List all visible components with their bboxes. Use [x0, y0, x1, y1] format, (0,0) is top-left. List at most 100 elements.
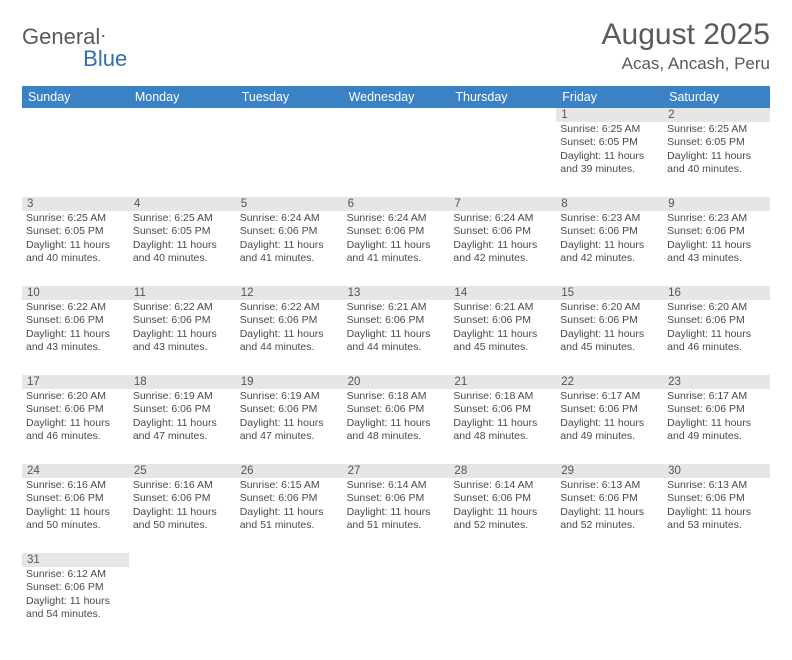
daylight-text: Daylight: 11 hours and 51 minutes.: [347, 506, 446, 533]
day-number: [663, 553, 770, 567]
day-number: 21: [449, 375, 556, 389]
logo-text-2: Blue: [83, 46, 127, 72]
calendar-cell: Sunrise: 6:14 AMSunset: 6:06 PMDaylight:…: [343, 478, 450, 553]
day-number: [449, 108, 556, 122]
daylight-text: Daylight: 11 hours and 40 minutes.: [667, 150, 766, 177]
day-number: 3: [22, 197, 129, 211]
day-header-cell: Friday: [556, 86, 663, 108]
calendar-week: Sunrise: 6:22 AMSunset: 6:06 PMDaylight:…: [22, 300, 770, 375]
day-number: 20: [343, 375, 450, 389]
daylight-text: Daylight: 11 hours and 42 minutes.: [560, 239, 659, 266]
day-number: [129, 108, 236, 122]
day-number: 1: [556, 108, 663, 122]
day-header-cell: Monday: [129, 86, 236, 108]
sunrise-text: Sunrise: 6:18 AM: [453, 390, 552, 403]
day-number: [343, 108, 450, 122]
sunrise-text: Sunrise: 6:12 AM: [26, 568, 125, 581]
sunset-text: Sunset: 6:06 PM: [133, 403, 232, 416]
day-number: 4: [129, 197, 236, 211]
daynum-row: 24252627282930: [22, 464, 770, 478]
daylight-text: Daylight: 11 hours and 43 minutes.: [26, 328, 125, 355]
daylight-text: Daylight: 11 hours and 49 minutes.: [667, 417, 766, 444]
location-text: Acas, Ancash, Peru: [602, 54, 770, 74]
sunrise-text: Sunrise: 6:21 AM: [453, 301, 552, 314]
sunset-text: Sunset: 6:06 PM: [133, 492, 232, 505]
daylight-text: Daylight: 11 hours and 51 minutes.: [240, 506, 339, 533]
calendar-cell-empty: [343, 567, 450, 642]
calendar-cell: Sunrise: 6:16 AMSunset: 6:06 PMDaylight:…: [22, 478, 129, 553]
sunrise-text: Sunrise: 6:23 AM: [560, 212, 659, 225]
day-header-cell: Wednesday: [343, 86, 450, 108]
daylight-text: Daylight: 11 hours and 49 minutes.: [560, 417, 659, 444]
calendar-cell: Sunrise: 6:25 AMSunset: 6:05 PMDaylight:…: [663, 122, 770, 197]
day-number: 14: [449, 286, 556, 300]
sunset-text: Sunset: 6:06 PM: [240, 403, 339, 416]
calendar-cell: Sunrise: 6:13 AMSunset: 6:06 PMDaylight:…: [663, 478, 770, 553]
page-header: General GenerBlue August 2025 Acas, Anca…: [22, 18, 770, 74]
day-number: [449, 553, 556, 567]
daylight-text: Daylight: 11 hours and 41 minutes.: [347, 239, 446, 266]
calendar-cell: Sunrise: 6:24 AMSunset: 6:06 PMDaylight:…: [449, 211, 556, 286]
sunset-text: Sunset: 6:06 PM: [240, 314, 339, 327]
daylight-text: Daylight: 11 hours and 52 minutes.: [560, 506, 659, 533]
calendar-cell: Sunrise: 6:21 AMSunset: 6:06 PMDaylight:…: [343, 300, 450, 375]
day-number: 17: [22, 375, 129, 389]
daylight-text: Daylight: 11 hours and 52 minutes.: [453, 506, 552, 533]
calendar-cell-empty: [129, 567, 236, 642]
logo-line2: GenerBlue: [22, 40, 127, 72]
day-number: 16: [663, 286, 770, 300]
sunrise-text: Sunrise: 6:16 AM: [133, 479, 232, 492]
calendar-day-header: SundayMondayTuesdayWednesdayThursdayFrid…: [22, 86, 770, 108]
day-header-cell: Sunday: [22, 86, 129, 108]
sunset-text: Sunset: 6:06 PM: [347, 403, 446, 416]
calendar-cell: Sunrise: 6:24 AMSunset: 6:06 PMDaylight:…: [343, 211, 450, 286]
daylight-text: Daylight: 11 hours and 53 minutes.: [667, 506, 766, 533]
sunrise-text: Sunrise: 6:24 AM: [240, 212, 339, 225]
sunset-text: Sunset: 6:06 PM: [26, 403, 125, 416]
calendar-cell: Sunrise: 6:15 AMSunset: 6:06 PMDaylight:…: [236, 478, 343, 553]
calendar-cell: Sunrise: 6:20 AMSunset: 6:06 PMDaylight:…: [556, 300, 663, 375]
sunrise-text: Sunrise: 6:19 AM: [133, 390, 232, 403]
day-number: 29: [556, 464, 663, 478]
day-number: [556, 553, 663, 567]
day-number: 5: [236, 197, 343, 211]
calendar-cell: Sunrise: 6:25 AMSunset: 6:05 PMDaylight:…: [22, 211, 129, 286]
daylight-text: Daylight: 11 hours and 48 minutes.: [347, 417, 446, 444]
sunrise-text: Sunrise: 6:25 AM: [560, 123, 659, 136]
sunset-text: Sunset: 6:06 PM: [453, 225, 552, 238]
daylight-text: Daylight: 11 hours and 54 minutes.: [26, 595, 125, 622]
day-number: 13: [343, 286, 450, 300]
sunset-text: Sunset: 6:06 PM: [240, 492, 339, 505]
calendar-cell: Sunrise: 6:19 AMSunset: 6:06 PMDaylight:…: [129, 389, 236, 464]
day-number: 26: [236, 464, 343, 478]
calendar-cell-empty: [556, 567, 663, 642]
sunrise-text: Sunrise: 6:25 AM: [667, 123, 766, 136]
calendar-week: Sunrise: 6:20 AMSunset: 6:06 PMDaylight:…: [22, 389, 770, 464]
daylight-text: Daylight: 11 hours and 43 minutes.: [667, 239, 766, 266]
sunrise-text: Sunrise: 6:22 AM: [26, 301, 125, 314]
calendar-cell-empty: [22, 122, 129, 197]
sunset-text: Sunset: 6:06 PM: [347, 492, 446, 505]
daylight-text: Daylight: 11 hours and 44 minutes.: [347, 328, 446, 355]
sunrise-text: Sunrise: 6:16 AM: [26, 479, 125, 492]
sunrise-text: Sunrise: 6:25 AM: [133, 212, 232, 225]
sunset-text: Sunset: 6:05 PM: [667, 136, 766, 149]
sunset-text: Sunset: 6:06 PM: [667, 403, 766, 416]
sunrise-text: Sunrise: 6:22 AM: [133, 301, 232, 314]
sunrise-text: Sunrise: 6:17 AM: [667, 390, 766, 403]
calendar-cell: Sunrise: 6:14 AMSunset: 6:06 PMDaylight:…: [449, 478, 556, 553]
sunset-text: Sunset: 6:06 PM: [347, 225, 446, 238]
daynum-row: 3456789: [22, 197, 770, 211]
day-number: 2: [663, 108, 770, 122]
daylight-text: Daylight: 11 hours and 46 minutes.: [667, 328, 766, 355]
day-header-cell: Thursday: [449, 86, 556, 108]
calendar-cell: Sunrise: 6:20 AMSunset: 6:06 PMDaylight:…: [22, 389, 129, 464]
daylight-text: Daylight: 11 hours and 45 minutes.: [560, 328, 659, 355]
sunset-text: Sunset: 6:06 PM: [560, 314, 659, 327]
day-number: 23: [663, 375, 770, 389]
sunrise-text: Sunrise: 6:24 AM: [347, 212, 446, 225]
daynum-row: 17181920212223: [22, 375, 770, 389]
sunset-text: Sunset: 6:06 PM: [347, 314, 446, 327]
month-title: August 2025: [602, 18, 770, 52]
calendar-cell: Sunrise: 6:17 AMSunset: 6:06 PMDaylight:…: [556, 389, 663, 464]
